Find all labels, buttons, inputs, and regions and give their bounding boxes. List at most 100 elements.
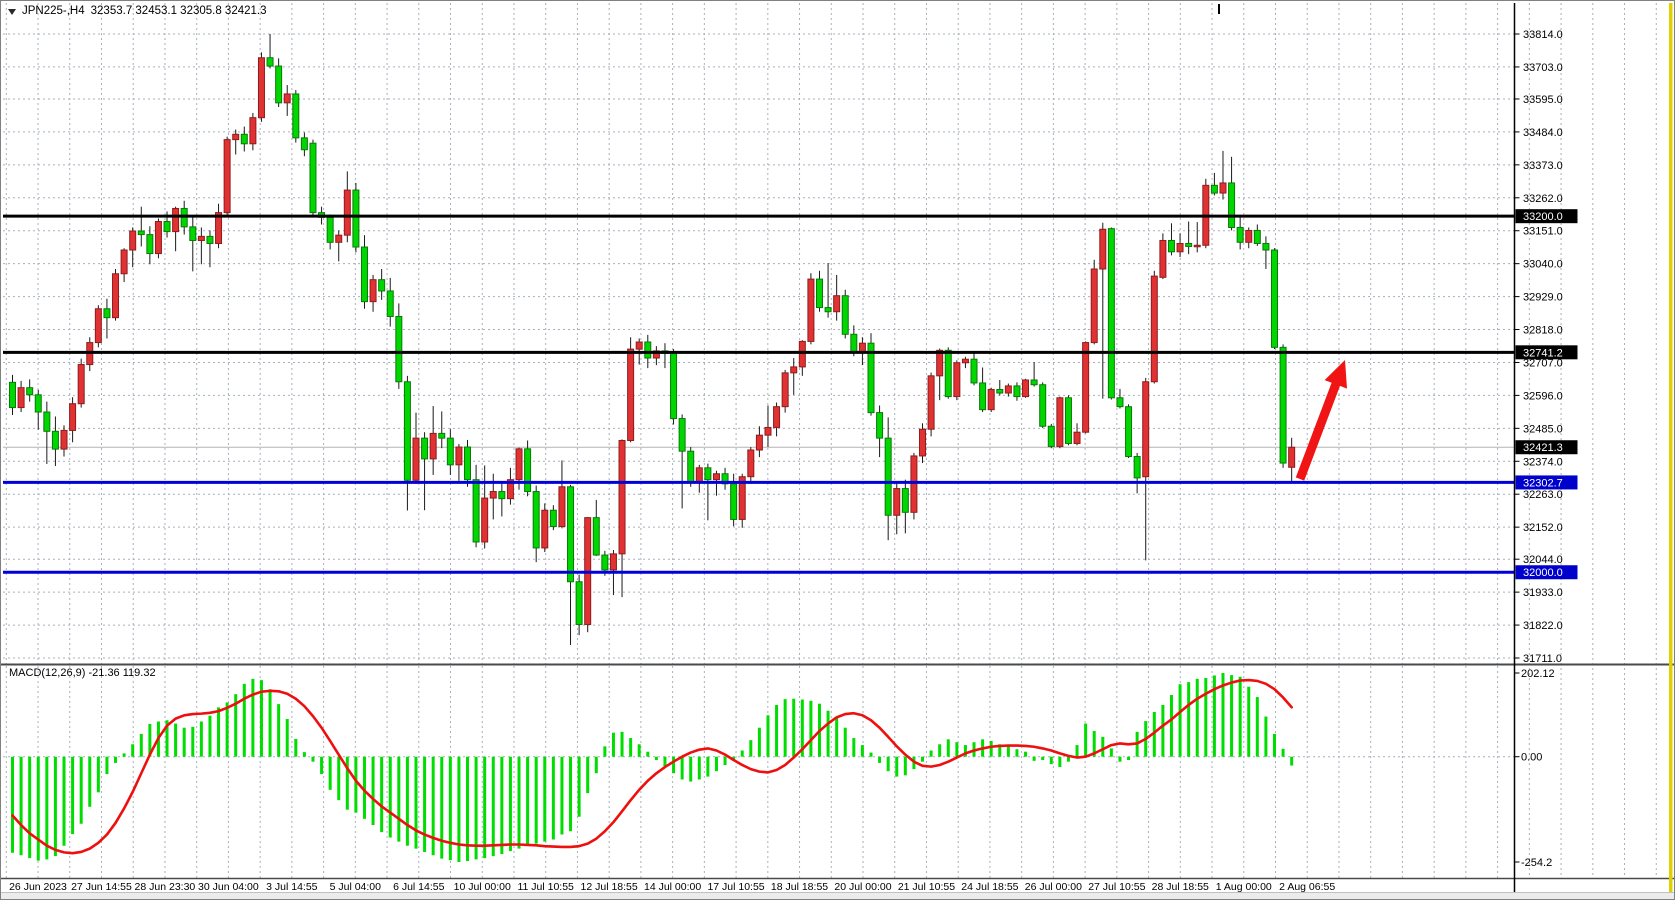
time-axis-label[interactable]: 30 Jun 04:00 bbox=[198, 881, 259, 893]
time-axis-label[interactable]: 3 Jul 14:55 bbox=[266, 881, 318, 893]
candle bbox=[987, 388, 995, 411]
time-axis-label[interactable]: 10 Jul 00:00 bbox=[454, 881, 511, 893]
price-tick-label: 31711.0 bbox=[1523, 653, 1562, 665]
macd-signal-value: 119.32 bbox=[122, 667, 156, 679]
candle bbox=[738, 476, 746, 520]
candle bbox=[1288, 446, 1296, 468]
price-level-badge-label: 33200.0 bbox=[1523, 211, 1563, 223]
price-tick-label: 33262.0 bbox=[1523, 193, 1563, 205]
up-arrow-annotation[interactable] bbox=[1295, 360, 1347, 481]
candle bbox=[360, 246, 368, 303]
time-axis-label[interactable]: 28 Jul 18:55 bbox=[1152, 881, 1209, 893]
price-level-badge-label: 32302.7 bbox=[1523, 477, 1563, 489]
macd-main-value: -21.36 bbox=[88, 667, 120, 679]
time-axis-label[interactable]: 17 Jul 10:55 bbox=[707, 881, 764, 893]
price-tick-label: 33373.0 bbox=[1523, 160, 1563, 172]
candle bbox=[592, 517, 600, 556]
price-tick-label: 31933.0 bbox=[1523, 587, 1563, 599]
time-axis-label[interactable]: 27 Jun 14:55 bbox=[71, 881, 132, 893]
chart-title-bar: JPN225-,H4 32353.7 32453.1 32305.8 32421… bbox=[8, 5, 267, 17]
candle bbox=[524, 448, 532, 493]
symbol-dropdown-icon[interactable] bbox=[8, 8, 16, 15]
candle bbox=[627, 348, 635, 442]
candle bbox=[858, 342, 866, 353]
price-tick-label: 33595.0 bbox=[1523, 94, 1563, 106]
price-tick-label: 33484.0 bbox=[1523, 127, 1563, 139]
macd-tick-label: 202.12 bbox=[1521, 668, 1555, 680]
time-axis-label[interactable]: 26 Jun 2023 bbox=[9, 881, 67, 893]
time-axis-label[interactable]: 1 Aug 00:00 bbox=[1216, 881, 1272, 893]
candle bbox=[94, 308, 102, 344]
candle bbox=[34, 394, 42, 413]
candle bbox=[446, 437, 454, 466]
time-axis-label[interactable]: 12 Jul 18:55 bbox=[581, 881, 638, 893]
candle bbox=[438, 432, 446, 439]
axis-yellow-strip bbox=[1669, 3, 1673, 895]
candle bbox=[1116, 397, 1124, 408]
time-axis-label[interactable]: 5 Jul 04:00 bbox=[330, 881, 382, 893]
candle bbox=[910, 455, 918, 513]
candle bbox=[730, 483, 738, 520]
price-level-badge bbox=[1515, 345, 1578, 360]
candle bbox=[69, 403, 77, 431]
candle bbox=[515, 448, 523, 481]
candle bbox=[755, 434, 763, 451]
price-tick-label: 33703.0 bbox=[1523, 62, 1563, 74]
candle bbox=[1039, 384, 1047, 427]
time-axis-label[interactable]: 24 Jul 18:55 bbox=[961, 881, 1018, 893]
candle bbox=[1056, 397, 1064, 447]
candle bbox=[343, 189, 351, 236]
time-axis-label[interactable]: 26 Jul 00:00 bbox=[1025, 881, 1082, 893]
candle bbox=[335, 234, 343, 243]
price-level-badge-label: 32421.3 bbox=[1523, 442, 1563, 454]
candle bbox=[9, 381, 16, 409]
candle bbox=[609, 553, 617, 571]
candle bbox=[678, 418, 686, 452]
candle bbox=[1142, 381, 1150, 478]
time-axis-label[interactable]: 21 Jul 10:55 bbox=[898, 881, 955, 893]
time-axis-label[interactable]: 6 Jul 14:55 bbox=[393, 881, 445, 893]
candle bbox=[197, 235, 205, 242]
candle bbox=[670, 352, 678, 420]
time-axis-label[interactable]: 18 Jul 18:55 bbox=[771, 881, 828, 893]
candle bbox=[60, 429, 68, 450]
candle bbox=[1159, 240, 1167, 278]
candle bbox=[386, 290, 394, 317]
candle bbox=[1176, 242, 1184, 253]
candle bbox=[26, 387, 34, 396]
candle bbox=[378, 279, 386, 292]
candle bbox=[1193, 244, 1201, 248]
chart-symbol-title: JPN225-,H4 bbox=[22, 5, 85, 17]
candle bbox=[1210, 184, 1218, 194]
candle bbox=[567, 486, 575, 583]
candle bbox=[275, 65, 283, 104]
candle bbox=[704, 467, 712, 481]
candle bbox=[1090, 268, 1098, 344]
time-axis-label[interactable]: 11 Jul 10:55 bbox=[517, 881, 574, 893]
price-tick-label: 33040.0 bbox=[1523, 259, 1563, 271]
candle bbox=[103, 308, 111, 319]
time-axis-label[interactable]: 27 Jul 10:55 bbox=[1088, 881, 1145, 893]
candle bbox=[867, 342, 875, 414]
candle bbox=[1107, 228, 1115, 399]
time-axis-label[interactable]: 14 Jul 00:00 bbox=[644, 881, 701, 893]
candle bbox=[352, 189, 360, 248]
candle bbox=[824, 307, 832, 313]
candle bbox=[163, 221, 171, 233]
candle bbox=[403, 381, 411, 481]
time-axis-label[interactable]: 2 Aug 06:55 bbox=[1279, 881, 1335, 893]
candle bbox=[1082, 342, 1090, 433]
candle bbox=[421, 437, 429, 460]
candle bbox=[137, 230, 145, 236]
price-tick-label: 32044.0 bbox=[1523, 554, 1563, 566]
candle bbox=[884, 437, 892, 516]
candle bbox=[773, 406, 781, 428]
time-axis-label[interactable]: 28 Jun 23:30 bbox=[135, 881, 196, 893]
candle bbox=[558, 486, 566, 528]
candle bbox=[189, 226, 197, 242]
candle bbox=[51, 430, 59, 450]
candle bbox=[1073, 431, 1081, 444]
time-axis-label[interactable]: 20 Jul 00:00 bbox=[834, 881, 891, 893]
